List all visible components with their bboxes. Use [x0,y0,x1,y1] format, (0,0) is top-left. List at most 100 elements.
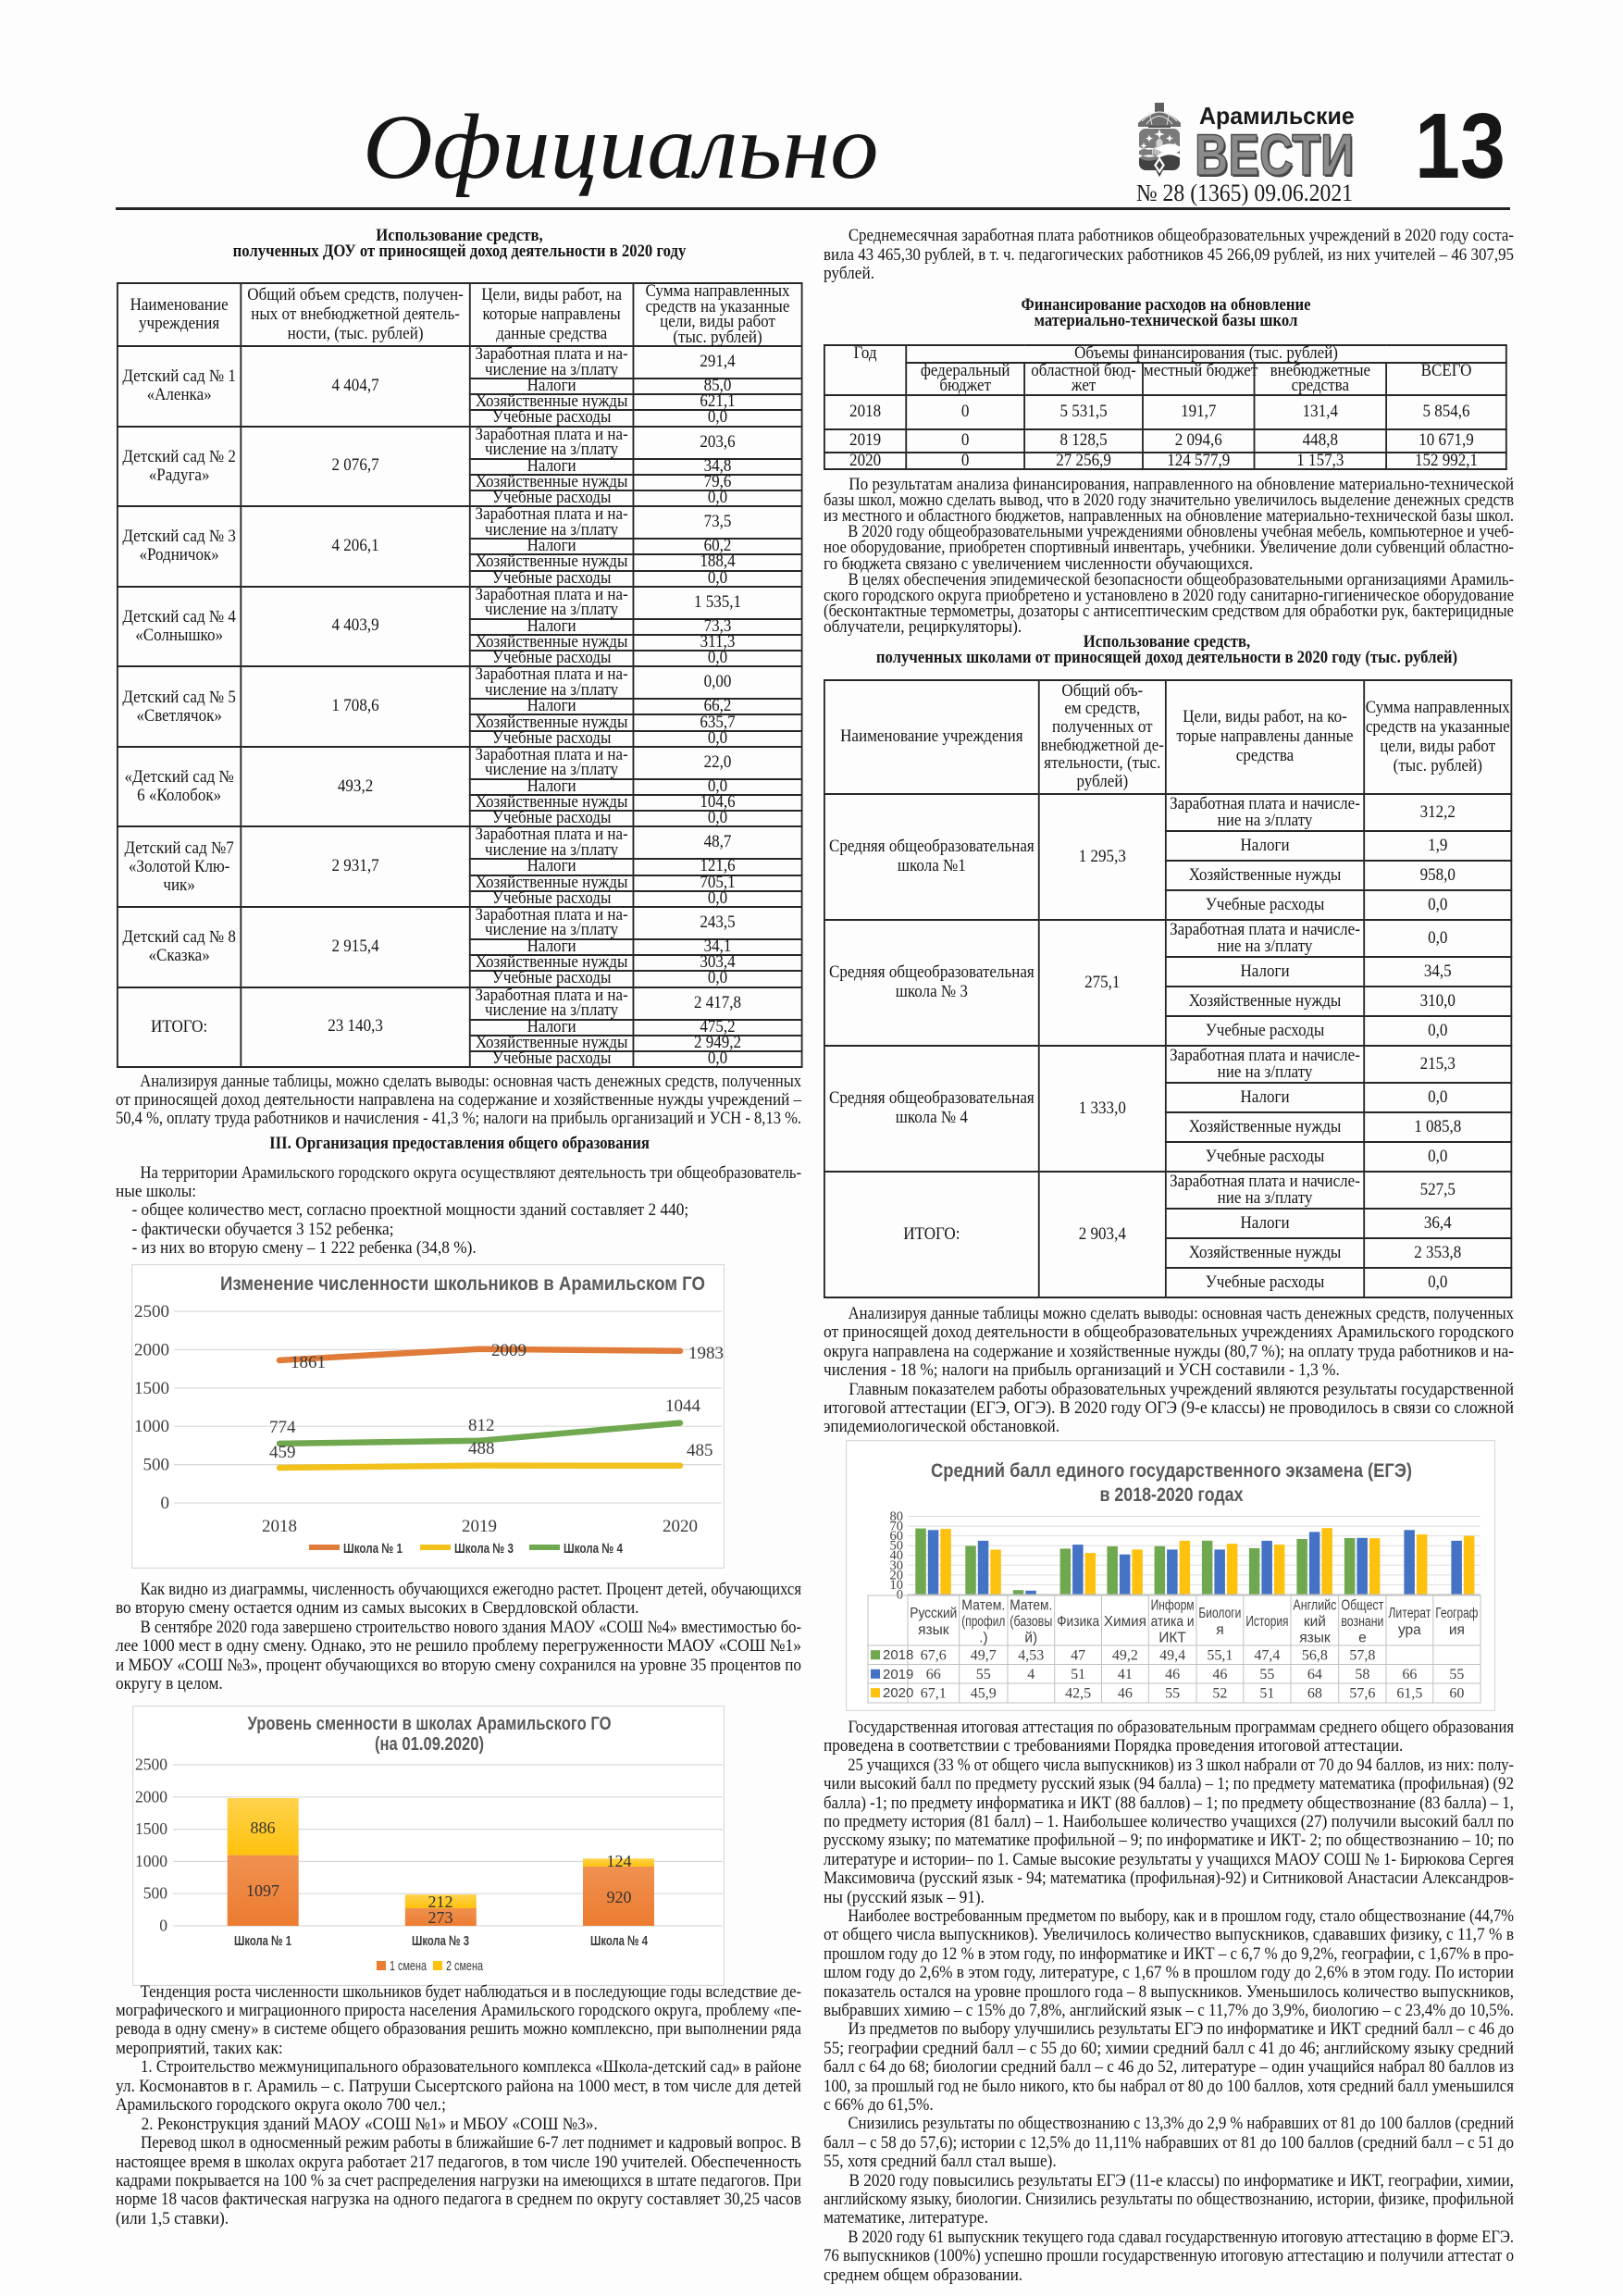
svg-text:2020: 2020 [883,1685,913,1701]
svg-text:485: 485 [687,1441,713,1460]
svg-text:80: 80 [890,1509,904,1524]
svg-text:1000: 1000 [134,1417,169,1436]
svg-text:4,53: 4,53 [1018,1648,1044,1664]
svg-text:Школа № 3: Школа № 3 [454,1541,514,1557]
svg-text:Географ: Географ [1435,1606,1478,1621]
svg-text:Химия: Химия [1104,1614,1146,1630]
svg-text:Школа № 1: Школа № 1 [343,1541,403,1557]
svg-text:в 2018-2020 годах: в 2018-2020 годах [1100,1483,1244,1506]
svg-text:2019: 2019 [883,1667,913,1682]
svg-text:920: 920 [607,1888,632,1906]
svg-text:55: 55 [1259,1667,1274,1682]
svg-text:55: 55 [976,1667,991,1682]
svg-text:67,1: 67,1 [921,1686,947,1702]
svg-text:70: 70 [890,1520,904,1534]
svg-text:История: История [1245,1614,1288,1630]
svg-text:Матем.: Матем. [961,1598,1005,1614]
svg-text:Средний балл единого государст: Средний балл единого государственного эк… [931,1459,1412,1482]
svg-text:212: 212 [428,1893,453,1911]
svg-text:124: 124 [607,1852,632,1870]
svg-text:68: 68 [1307,1686,1322,1702]
svg-text:0: 0 [161,1494,170,1513]
svg-text:67,6: 67,6 [921,1648,947,1664]
svg-text:2500: 2500 [135,1756,167,1774]
svg-text:2018: 2018 [883,1647,913,1663]
svg-text:459: 459 [269,1443,296,1462]
svg-text:20: 20 [890,1568,904,1582]
svg-text:30: 30 [890,1558,904,1573]
svg-text:.): .) [979,1631,987,1646]
svg-text:49,7: 49,7 [971,1648,997,1664]
svg-text:66: 66 [1402,1667,1417,1682]
svg-text:1983: 1983 [688,1344,724,1363]
svg-text:1500: 1500 [135,1819,167,1838]
svg-text:кий: кий [1304,1614,1326,1630]
svg-text:(на 01.09.2020): (на 01.09.2020) [375,1734,484,1755]
svg-text:1044: 1044 [665,1396,701,1416]
svg-text:Школа № 4: Школа № 4 [590,1933,648,1949]
svg-text:50: 50 [890,1539,904,1554]
svg-text:Изменение численности школьник: Изменение численности школьников в Арами… [220,1273,705,1295]
svg-text:Уровень сменности в школах Ара: Уровень сменности в школах Арамильского … [248,1714,612,1734]
svg-text:я: я [1216,1622,1223,1638]
svg-text:Матем.: Матем. [1010,1598,1052,1614]
svg-text:язык: язык [1299,1631,1331,1646]
svg-text:2500: 2500 [134,1302,169,1322]
svg-text:Биологи: Биологи [1198,1606,1241,1621]
svg-text:500: 500 [143,1456,170,1475]
svg-text:1861: 1861 [291,1353,326,1372]
svg-text:49,4: 49,4 [1159,1648,1185,1664]
svg-text:46: 46 [1118,1686,1133,1702]
svg-text:2020: 2020 [663,1517,698,1536]
svg-text:2009: 2009 [491,1341,527,1360]
svg-text:Информ: Информ [1151,1598,1195,1614]
svg-text:500: 500 [143,1884,168,1903]
svg-text:56,8: 56,8 [1302,1648,1328,1664]
svg-text:46: 46 [1212,1667,1227,1682]
svg-text:1000: 1000 [135,1852,167,1870]
svg-text:273: 273 [428,1908,453,1927]
svg-text:атика и: атика и [1151,1614,1195,1630]
svg-text:2000: 2000 [134,1340,169,1359]
svg-text:(базовы: (базовы [1010,1614,1052,1630]
svg-text:4: 4 [1027,1667,1035,1682]
svg-text:57,8: 57,8 [1349,1648,1375,1664]
svg-text:Физика: Физика [1057,1614,1099,1630]
svg-text:55: 55 [1449,1667,1464,1682]
svg-text:Школа № 4: Школа № 4 [564,1541,624,1557]
svg-text:2 смена: 2 смена [446,1958,483,1974]
svg-text:51: 51 [1259,1686,1274,1702]
svg-text:2000: 2000 [135,1787,167,1806]
svg-text:45,9: 45,9 [971,1686,997,1702]
svg-text:й): й) [1024,1631,1037,1646]
svg-text:47: 47 [1071,1648,1085,1664]
svg-text:е: е [1358,1631,1367,1646]
svg-text:41: 41 [1118,1667,1133,1682]
svg-text:2019: 2019 [462,1517,497,1536]
svg-text:40: 40 [890,1548,904,1563]
svg-text:58: 58 [1355,1667,1369,1682]
svg-text:57,6: 57,6 [1349,1686,1375,1702]
svg-text:774: 774 [269,1418,296,1437]
svg-text:66: 66 [926,1667,941,1682]
svg-text:ИКТ: ИКТ [1158,1631,1186,1646]
svg-text:Школа № 1: Школа № 1 [234,1933,291,1949]
svg-text:Русский: Русский [910,1606,957,1621]
svg-text:60: 60 [1449,1686,1464,1702]
svg-text:Литерат: Литерат [1388,1606,1431,1621]
svg-text:64: 64 [1307,1667,1322,1682]
svg-text:Школа № 3: Школа № 3 [412,1933,469,1949]
svg-text:ура: ура [1398,1622,1421,1638]
svg-text:Общест: Общест [1341,1598,1383,1614]
svg-text:55: 55 [1165,1686,1180,1702]
svg-text:886: 886 [251,1818,276,1837]
svg-text:49,2: 49,2 [1112,1648,1138,1664]
svg-text:55,1: 55,1 [1207,1648,1233,1664]
svg-text:2018: 2018 [262,1517,297,1536]
svg-text:46: 46 [1165,1667,1180,1682]
svg-text:60: 60 [890,1529,904,1544]
svg-text:61,5: 61,5 [1396,1686,1422,1702]
svg-text:42,5: 42,5 [1065,1686,1091,1702]
svg-text:47,4: 47,4 [1254,1648,1280,1664]
svg-text:1097: 1097 [246,1881,279,1900]
